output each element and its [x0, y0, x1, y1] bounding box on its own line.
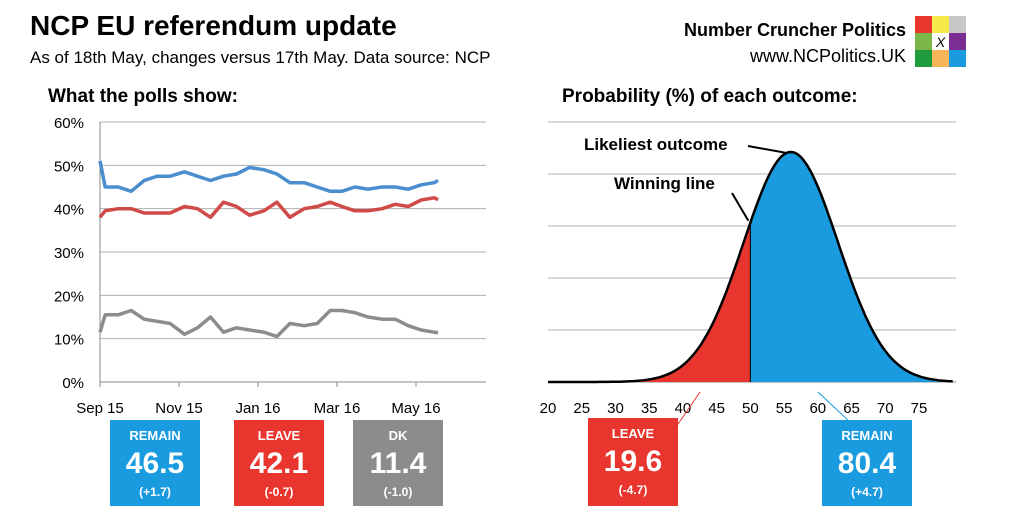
x-tick-label: 30	[607, 400, 624, 417]
distribution-curve	[548, 150, 953, 384]
remain-area	[750, 152, 953, 382]
x-tick-label: Jan 16	[235, 400, 280, 417]
leave-poll-value: 42.1	[249, 447, 309, 480]
x-tick-label: 20	[540, 400, 557, 417]
x-tick-label: 45	[708, 400, 725, 417]
remain-probability-box: REMAIN 80.4 (+4.7)	[822, 420, 912, 506]
polls-chart-title: What the polls show:	[48, 86, 238, 107]
remain-probability-label: REMAIN	[841, 428, 893, 443]
x-tick-label: May 16	[391, 400, 440, 417]
dk-poll-change: (-1.0)	[383, 485, 413, 499]
x-tick-label: 60	[809, 400, 826, 417]
likeliest-arrow	[747, 145, 788, 154]
y-tick-label: 30%	[54, 245, 84, 262]
dk-poll-box: DK 11.4 (-1.0)	[353, 420, 443, 506]
dk-poll-value: 11.4	[369, 447, 427, 480]
subtitle: As of 18th May, changes versus 17th May.…	[30, 48, 491, 67]
logo-square	[915, 33, 932, 50]
leave-poll-label: LEAVE	[257, 428, 301, 443]
logo-square	[949, 16, 966, 33]
annotation-winning-line: Winning line	[614, 174, 715, 193]
winning-line-arrow	[731, 192, 750, 222]
logo-square	[915, 50, 932, 67]
series-line-remain	[98, 160, 439, 194]
remain-poll-label: REMAIN	[129, 428, 181, 443]
remain-probability-change: (+4.7)	[851, 485, 883, 499]
x-tick-label: Nov 15	[155, 400, 203, 417]
leave-poll-box: LEAVE 42.1 (-0.7)	[234, 420, 324, 506]
x-tick-label: 50	[742, 400, 759, 417]
y-tick-label: 20%	[54, 288, 84, 305]
x-tick-label: 55	[776, 400, 793, 417]
logo-square	[932, 50, 949, 67]
annotation-likeliest: Likeliest outcome	[584, 135, 728, 154]
remain-poll-value: 46.5	[125, 447, 185, 480]
remain-connector	[817, 391, 851, 423]
leave-area	[548, 222, 751, 382]
x-tick-label: Mar 16	[314, 400, 361, 417]
series-line-dk	[98, 308, 439, 339]
x-tick-label: 75	[911, 400, 928, 417]
leave-probability-box: LEAVE 19.6 (-4.7)	[588, 418, 678, 506]
logo-square	[915, 16, 932, 33]
brand-url[interactable]: www.NCPolitics.UK	[749, 46, 906, 66]
logo-square	[932, 16, 949, 33]
x-tick-label: 40	[675, 400, 692, 417]
logo-square	[949, 50, 966, 67]
dk-poll-label: DK	[388, 428, 408, 443]
y-tick-label: 60%	[54, 115, 84, 132]
remain-probability-value: 80.4	[837, 447, 897, 480]
y-tick-label: 0%	[62, 375, 84, 392]
x-tick-label: 65	[843, 400, 860, 417]
x-tick-label: 25	[573, 400, 590, 417]
leave-probability-value: 19.6	[603, 445, 663, 478]
leave-probability-change: (-4.7)	[618, 483, 648, 497]
y-tick-label: 10%	[54, 332, 84, 349]
leave-poll-change: (-0.7)	[264, 485, 294, 499]
page-title: NCP EU referendum update	[30, 10, 397, 41]
probability-chart-title: Probability (%) of each outcome:	[562, 86, 858, 107]
y-tick-label: 50%	[54, 158, 84, 175]
x-tick-label: 35	[641, 400, 658, 417]
logo: X	[915, 16, 966, 67]
brand-name: Number Cruncher Politics	[683, 20, 906, 40]
remain-poll-change: (+1.7)	[139, 485, 171, 499]
remain-poll-box: REMAIN 46.5 (+1.7)	[110, 420, 200, 506]
series-line-leave	[98, 196, 439, 220]
logo-square: X	[932, 33, 949, 50]
leave-probability-label: LEAVE	[611, 426, 655, 441]
x-tick-label: 70	[877, 400, 894, 417]
logo-square	[949, 33, 966, 50]
y-tick-label: 40%	[54, 202, 84, 219]
x-tick-label: Sep 15	[76, 400, 124, 417]
